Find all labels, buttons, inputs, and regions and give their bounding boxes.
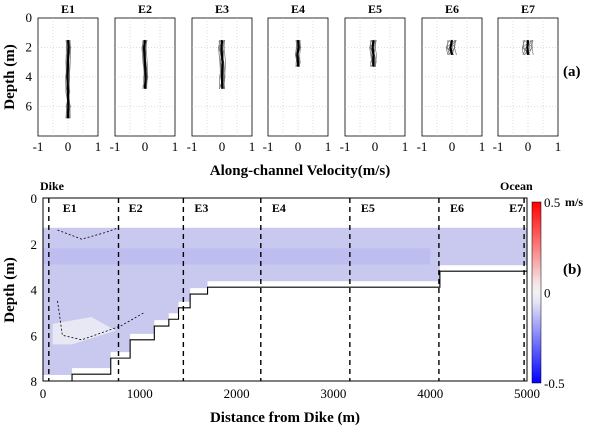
x-tick-label: -1 [187, 139, 198, 154]
x-axis-label: Along-channel Velocity(m/s) [210, 163, 390, 179]
x-tick-label: 1 [402, 139, 409, 154]
y-tick-label: 0 [26, 10, 33, 25]
station-label: E4 [272, 201, 286, 215]
x-tick-label: -1 [110, 139, 121, 154]
station-label: E2 [129, 201, 143, 215]
profile-member-e7 [527, 40, 533, 56]
profile-mean-e2 [142, 39, 147, 89]
colorbar-tick-label: 0.5 [544, 195, 560, 210]
panel-b: E1 E2 E3 E4 E5 E6 E7 0 1000 2000 3000 4000 5000 0 2 4 6 8… [2, 191, 583, 426]
y-tick-label: 4 [31, 283, 38, 298]
x-tick-label: 0 [142, 139, 149, 154]
x-tick-label: 1 [95, 139, 102, 154]
y-tick-label: 6 [26, 99, 33, 114]
panel-b-frame [42, 197, 528, 382]
profile-mean-e7 [526, 40, 530, 55]
zero-contour [57, 300, 145, 341]
station-label: E5 [361, 201, 375, 215]
velocity-field [43, 227, 527, 375]
x-tick-label: 1 [325, 139, 332, 154]
colorbar-unit: m/s [565, 195, 583, 209]
profile-mean-e6 [449, 39, 454, 56]
y-tick-label: 8 [31, 374, 38, 389]
x-tick-label: 1 [249, 139, 256, 154]
x-tick-label: 0 [40, 386, 47, 401]
profile-mean-e5 [371, 39, 375, 67]
subplot-title: E2 [138, 2, 152, 16]
profile-mean-e3 [220, 40, 224, 89]
y-tick-label: 6 [31, 328, 38, 343]
x-tick-label: 1 [479, 139, 486, 154]
x-tick-label: 0 [372, 139, 379, 154]
velocity-near-zero-patch [52, 316, 116, 345]
x-tick-label: 0 [525, 139, 532, 154]
panel-a: E1 -1 0 1 E2 -1 0 1 E3 -1 0 1 E4 -1 0 1 E5 -1 0 1 E6 -1 0 1 E7 -1… [2, 2, 561, 179]
subplot-title: E7 [521, 2, 535, 16]
seabed-region [43, 271, 527, 381]
subplot-title: E3 [215, 2, 229, 16]
x-tick-label: -1 [263, 139, 274, 154]
x-tick-label: 0 [449, 139, 456, 154]
ocean-label: Ocean [500, 179, 533, 193]
x-tick-label: 1 [172, 139, 179, 154]
y-tick-label: 2 [31, 237, 38, 252]
x-tick-label: 1 [555, 139, 562, 154]
profile-member-e5 [374, 40, 377, 67]
station-label: E1 [63, 201, 77, 215]
x-tick-label: 0 [295, 139, 302, 154]
colorbar [531, 201, 542, 384]
profile-member-e3 [223, 40, 226, 89]
x-tick-label: 3000 [320, 386, 346, 401]
y-tick-label: 0 [31, 191, 38, 206]
subplot-title: E4 [291, 2, 305, 16]
panel-b-label: (b) [563, 262, 581, 278]
x-tick-label: 4000 [417, 386, 443, 401]
subplot-title: E6 [445, 2, 459, 16]
y-tick-label: 2 [26, 40, 33, 55]
x-tick-label: 1000 [127, 386, 153, 401]
station-label: E3 [194, 201, 208, 215]
x-tick-label: -1 [33, 139, 44, 154]
x-tick-label: -1 [340, 139, 351, 154]
station-label: E7 [509, 201, 523, 215]
y-axis-label: Depth (m) [2, 257, 18, 322]
y-axis-label: Depth (m) [2, 44, 18, 109]
profile-mean-e1 [66, 40, 70, 119]
x-tick-label: 0 [65, 139, 72, 154]
x-tick-label: 2000 [224, 386, 250, 401]
x-tick-label: -1 [417, 139, 428, 154]
profile-member-e6 [451, 40, 457, 55]
dike-label: Dike [40, 179, 65, 193]
x-tick-label: 5000 [514, 386, 540, 401]
profile-member-e6 [445, 39, 450, 55]
x-tick-label: 0 [219, 139, 226, 154]
station-label: E6 [450, 201, 464, 215]
y-tick-label: 4 [26, 69, 33, 84]
subplot-title: E5 [368, 2, 382, 16]
zero-contour [57, 227, 119, 240]
profile-member-e7 [521, 40, 526, 55]
x-axis-label: Distance from Dike (m) [210, 410, 360, 426]
colorbar-tick-label: 0 [544, 286, 551, 301]
subplot-title: E1 [61, 2, 75, 16]
profile-mean-e4 [296, 40, 300, 67]
colorbar-tick-label: -0.5 [544, 376, 565, 391]
panel-a-label: (a) [563, 64, 581, 80]
x-tick-label: -1 [493, 139, 504, 154]
velocity-band [43, 248, 431, 265]
bottom-profile-line [43, 270, 527, 382]
